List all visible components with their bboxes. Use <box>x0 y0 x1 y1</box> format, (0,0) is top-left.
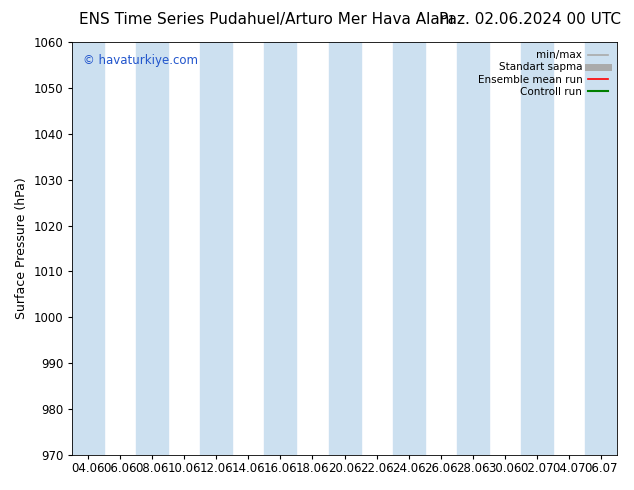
Text: © havaturkiye.com: © havaturkiye.com <box>83 54 198 68</box>
Bar <box>456 42 489 455</box>
Bar <box>521 42 553 455</box>
Legend: min/max, Standart sapma, Ensemble mean run, Controll run: min/max, Standart sapma, Ensemble mean r… <box>474 47 612 100</box>
Y-axis label: Surface Pressure (hPa): Surface Pressure (hPa) <box>15 178 28 319</box>
Bar <box>200 42 233 455</box>
Text: ENS Time Series Pudahuel/Arturo Mer Hava Alanı: ENS Time Series Pudahuel/Arturo Mer Hava… <box>79 12 453 27</box>
Bar <box>72 42 105 455</box>
Bar <box>585 42 617 455</box>
Bar <box>264 42 297 455</box>
Text: Paz. 02.06.2024 00 UTC: Paz. 02.06.2024 00 UTC <box>439 12 621 27</box>
Bar <box>136 42 169 455</box>
Bar <box>328 42 361 455</box>
Bar <box>392 42 425 455</box>
